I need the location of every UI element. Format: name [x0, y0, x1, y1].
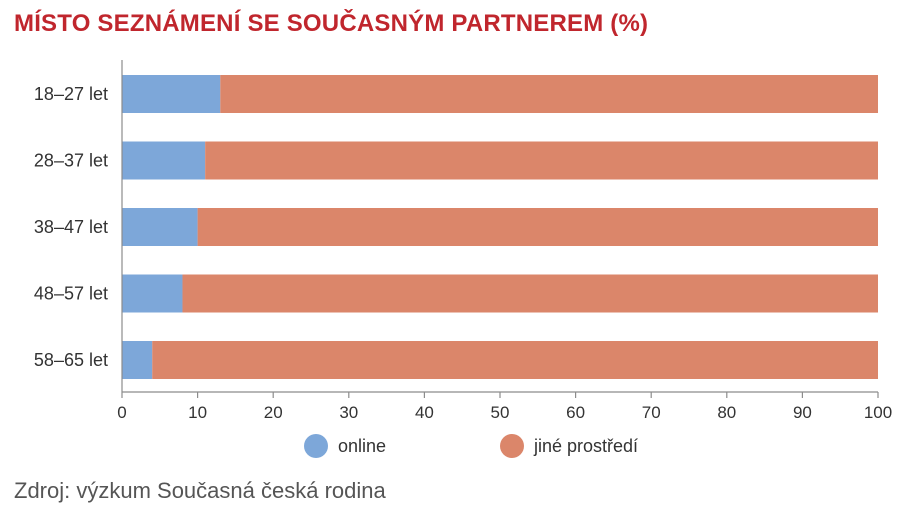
bar-online-2: [122, 208, 198, 246]
bar-online-1: [122, 141, 206, 180]
x-tick-label: 80: [717, 403, 736, 422]
bar-online-3: [122, 274, 183, 313]
bar-other-1: [205, 141, 878, 180]
bar-other-2: [197, 208, 879, 246]
legend-marker-online: [304, 434, 328, 458]
x-tick-label: 0: [117, 403, 126, 422]
x-tick-label: 100: [864, 403, 892, 422]
category-label: 58–65 let: [34, 350, 108, 370]
x-tick-label: 20: [264, 403, 283, 422]
legend-marker-other: [500, 434, 524, 458]
category-label: 28–37 let: [34, 151, 108, 171]
bar-online-0: [122, 75, 221, 113]
legend: online jiné prostředí: [304, 434, 638, 458]
axes-group: 18–27 let 28–37 let 38–47 let 48–57 let 58–6…: [34, 60, 892, 422]
bars-group: [122, 75, 879, 379]
x-tick-label: 40: [415, 403, 434, 422]
bar-online-4: [122, 341, 153, 379]
category-label: 18–27 let: [34, 84, 108, 104]
category-label: 48–57 let: [34, 284, 108, 304]
x-tick-label: 90: [793, 403, 812, 422]
x-tick-label: 70: [642, 403, 661, 422]
category-label: 38–47 let: [34, 217, 108, 237]
x-tick-label: 60: [566, 403, 585, 422]
bar-other-0: [220, 75, 878, 113]
x-tick-label: 10: [188, 403, 207, 422]
legend-label: jiné prostředí: [533, 436, 638, 456]
bar-other-3: [182, 274, 879, 313]
chart-title: MÍSTO SEZNÁMENÍ SE SOUČASNÝM PARTNEREM (…: [14, 10, 649, 37]
x-tick-label: 50: [491, 403, 510, 422]
bar-other-4: [152, 341, 879, 379]
x-tick-label: 30: [339, 403, 358, 422]
source-note: Zdroj: výzkum Současná česká rodina: [14, 478, 386, 503]
legend-label: online: [338, 436, 386, 456]
